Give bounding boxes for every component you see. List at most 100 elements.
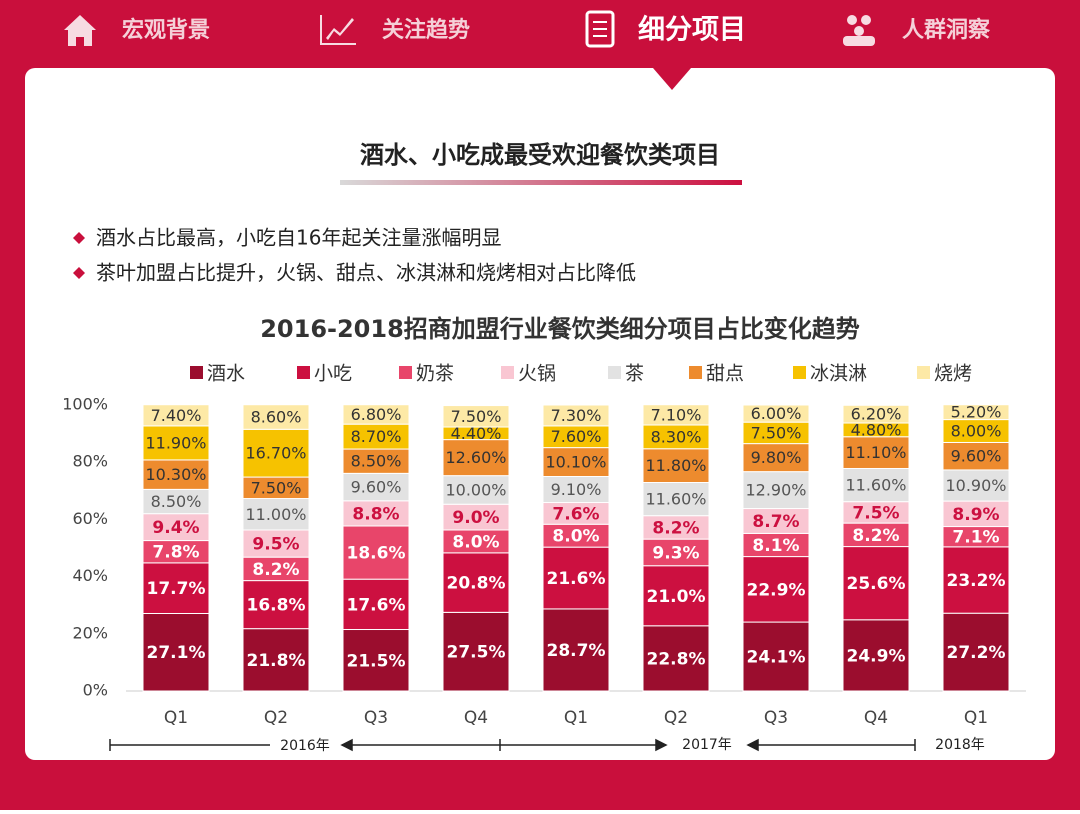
bar-segment (342, 629, 410, 692)
value-label: 12.90% (745, 481, 806, 500)
nav-item[interactable]: 人群洞察 (902, 17, 991, 43)
bar-segment (242, 404, 310, 430)
value-label: 27.5% (447, 643, 506, 663)
bar-segment (342, 423, 410, 450)
value-label: 8.30% (651, 427, 702, 446)
bar-segment (342, 404, 410, 425)
x-tick-label: Q3 (764, 708, 788, 728)
nav-item[interactable]: 宏观背景 (122, 17, 210, 43)
legend-label: 冰淇淋 (810, 363, 867, 385)
active-pointer (653, 68, 691, 90)
bar-segment (942, 404, 1010, 421)
value-label: 9.60% (951, 447, 1002, 466)
legend-label: 烧烤 (934, 363, 972, 385)
value-label: 10.30% (145, 465, 206, 484)
legend-swatch (917, 366, 930, 379)
x-tick-label: Q1 (964, 708, 988, 728)
legend-label: 奶茶 (416, 363, 454, 385)
value-label: 7.10% (651, 405, 702, 424)
bar-segment (342, 525, 410, 580)
bar-segment (142, 488, 210, 515)
value-label: 22.9% (747, 580, 806, 600)
value-label: 8.2% (652, 518, 699, 538)
bar-segment (842, 436, 910, 469)
value-label: 8.70% (351, 427, 402, 446)
value-label: 10.00% (445, 480, 506, 499)
y-tick-label: 40% (72, 566, 108, 585)
x-tick-label: Q4 (864, 708, 888, 728)
heading: 酒水、小吃成最受欢迎餐饮类项目 (360, 141, 720, 169)
nav-item-active[interactable]: 细分项目 (638, 14, 746, 46)
value-label: 11.60% (645, 490, 706, 509)
value-label: 22.8% (647, 649, 706, 669)
value-label: 8.9% (952, 505, 999, 525)
value-label: 8.50% (351, 452, 402, 471)
bar-segment (642, 482, 710, 517)
legend-swatch (399, 366, 412, 379)
value-label: 8.0% (552, 527, 599, 547)
bar-segment (442, 475, 510, 505)
value-label: 17.7% (147, 579, 206, 599)
value-label: 16.8% (247, 596, 306, 616)
value-label: 11.10% (845, 443, 906, 462)
value-label: 10.90% (945, 476, 1006, 495)
nav-icons (64, 10, 875, 48)
bar-segment (642, 448, 710, 484)
value-label: 9.3% (652, 543, 699, 563)
bar-segment (942, 469, 1010, 502)
nav-item[interactable]: 关注趋势 (382, 17, 470, 43)
bullet: 酒水占比最高，小吃自16年起关注量涨幅明显 (96, 226, 501, 250)
y-tick-label: 80% (72, 452, 108, 471)
x-tick-label: Q1 (164, 708, 188, 728)
value-label: 18.6% (347, 544, 406, 564)
value-label: 8.2% (252, 560, 299, 580)
value-label: 8.8% (352, 504, 399, 524)
year-label: 2017年 (682, 737, 732, 753)
legend-swatch (501, 366, 514, 379)
value-label: 9.0% (452, 508, 499, 528)
legend-label: 火锅 (518, 363, 556, 385)
value-label: 6.20% (851, 405, 902, 424)
value-label: 7.40% (151, 406, 202, 425)
bar-segment (342, 578, 410, 631)
bar-segment (442, 405, 510, 428)
bar-segment (842, 404, 910, 424)
heading-underline (340, 180, 742, 185)
value-label: 24.1% (747, 648, 806, 668)
value-label: 7.60% (551, 427, 602, 446)
bar-segment (242, 498, 310, 531)
bar-segment (642, 404, 710, 426)
value-label: 8.2% (852, 526, 899, 546)
bullet-icon (73, 267, 85, 279)
y-tick-label: 100% (62, 395, 108, 414)
bar-segment (142, 404, 210, 427)
year-arrows (109, 738, 916, 752)
value-label: 11.80% (645, 456, 706, 475)
legend-label: 酒水 (207, 363, 245, 385)
x-tick-label: Q2 (664, 708, 688, 728)
legend-swatch (190, 366, 203, 379)
bar-segment (242, 529, 310, 558)
bar-segment (942, 500, 1010, 528)
bar-segment (442, 552, 510, 613)
value-label: 7.50% (751, 423, 802, 442)
value-label: 10.10% (545, 453, 606, 472)
bar-segment (142, 459, 210, 490)
bar-segment (242, 628, 310, 692)
value-label: 11.00% (245, 505, 306, 524)
bar-segment (542, 404, 610, 427)
bar-segment (742, 556, 810, 623)
x-tick-label: Q4 (464, 708, 488, 728)
value-label: 9.5% (252, 535, 299, 555)
legend-swatch (793, 366, 806, 379)
value-label: 4.40% (451, 424, 502, 443)
bullet: 茶叶加盟占比提升，火锅、甜点、冰淇淋和烧烤相对占比降低 (96, 261, 636, 285)
legend-label: 小吃 (314, 363, 352, 385)
value-label: 12.60% (445, 448, 506, 467)
value-label: 25.6% (847, 574, 906, 594)
legend-label: 茶 (625, 363, 644, 385)
y-tick-label: 0% (83, 681, 108, 700)
value-label: 20.8% (447, 574, 506, 594)
bar-segment (542, 546, 610, 610)
